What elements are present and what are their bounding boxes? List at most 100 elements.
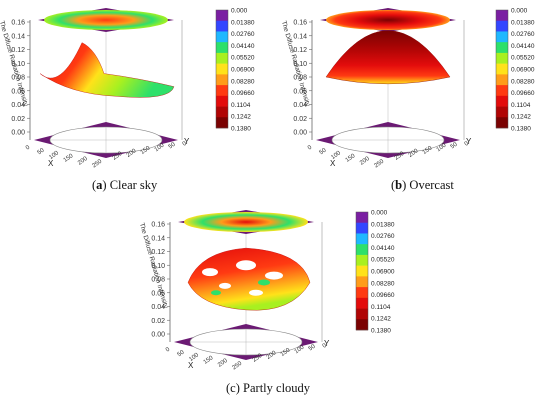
colorbar-tick-label: 0.01380 [511,19,535,26]
y-tick-label: 0 [464,140,471,147]
colorbar-swatch [496,117,508,129]
surface [187,247,311,311]
x-tick-label: 0 [307,144,314,151]
colorbar-tick-label: 0.02760 [511,31,535,38]
y-axis-label: Y [184,137,190,146]
x-axis-label: X [188,361,194,370]
z-tick-label: 0.06 [293,88,307,95]
colorbar-swatch [496,42,508,54]
y-tick-label: 200 [266,350,278,361]
z-tick-label: 0.04 [151,304,165,311]
colorbar-swatch [356,287,368,299]
colorbar-tick-label: 0.02760 [371,233,395,240]
colorbar-tick-label: 0.05520 [371,257,395,264]
colorbar-swatch [356,308,368,320]
colorbar-swatch [216,106,228,118]
colorbar-tick-label: 0.05520 [231,55,255,62]
x-tick-label: 250 [374,158,386,169]
z-tick-label: 0.00 [11,130,25,137]
colorbar-swatch [496,106,508,118]
chart-svg-b: 0.000.020.040.060.080.100.120.140.16The … [282,8,535,170]
colorbar-tick-label: 0.1242 [231,114,251,121]
caption-b-letter: b [395,178,403,192]
cloud-gap [265,271,283,280]
colorbar-swatch [216,42,228,54]
y-tick-label: 200 [126,148,138,159]
colorbar-swatch [496,74,508,86]
surface [325,30,451,85]
colorbar-tick-label: 0.01380 [231,19,255,26]
x-tick-label: 100 [188,352,200,363]
y-axis-label: Y [466,137,472,146]
caption-b: (b) Overcast [391,178,454,192]
caption-b-text: Overcast [409,178,454,192]
colorbar-tick-label: 0.04140 [371,245,395,252]
z-tick-label: 0.16 [11,20,25,27]
colorbar-swatch [216,63,228,75]
colorbar-swatch [356,222,368,234]
colorbar-tick-label: 0.1242 [371,316,391,323]
x-axis-label: X [48,159,54,168]
z-tick-label: 0.08 [11,75,25,82]
colorbar-tick-label: 0.02760 [231,31,255,38]
panel-partly-cloudy: 0.00 0.02 0.04 0.06 0.08 0.10 0.12 0.14 0.16 The … [140,202,410,380]
cloud-gap [202,268,218,277]
colorbar-tick-label: 0.08280 [371,280,395,287]
y-tick-label: 0 [182,140,189,147]
x-tick-label: 250 [232,360,244,371]
y-tick-label: 150 [422,145,434,156]
colorbar-tick-label: 0.000 [511,8,528,15]
colorbar-frame [495,9,509,129]
colorbar-tick-label: 0.06900 [231,67,255,74]
y-axis-label: Y [324,339,330,348]
colorbar-tick-label: 0.06900 [371,269,395,276]
colorbar-swatch [496,52,508,64]
x-tick-label: 50 [37,147,46,156]
colorbar-swatch [216,95,228,107]
colorbar-tick-label: 0.05520 [511,55,535,62]
surface-patch [211,290,221,296]
top-projection [44,10,168,30]
colorbar-tick-label: 0.1104 [371,304,391,311]
x-tick-label: 150 [203,355,215,366]
y-tick-label: 50 [168,141,177,150]
cloud-gap [236,260,256,271]
colorbar-swatch [216,10,228,22]
colorbar-swatch [356,212,368,224]
colorbar-swatch [356,233,368,245]
colorbar-tick-label: 0.1380 [371,328,391,335]
cloud-gap [219,282,231,289]
colorbar-swatch [356,276,368,288]
x-tick-label: 150 [63,153,75,164]
colorbar-tick-label: 0.000 [231,8,248,15]
z-tick-label: 0.16 [151,222,165,229]
x-tick-label: 200 [359,156,371,167]
y-tick-label: 150 [280,347,292,358]
y-tick-label: 150 [140,145,152,156]
z-tick-label: 0.16 [293,20,307,27]
z-tick-label: 0.12 [151,249,165,256]
z-tick-label: 0.04 [293,102,307,109]
y-tick-label: 200 [408,148,420,159]
caption-c-text: Partly cloudy [243,381,311,395]
x-tick-label: 0 [25,144,32,151]
z-tick-label: 0.14 [293,33,307,40]
z-tick-label: 0.08 [151,277,165,284]
caption-a-text: Clear sky [109,178,158,192]
x-tick-label: 100 [330,150,342,161]
z-tick-label: 0.00 [293,130,307,137]
colorbar-swatch [216,74,228,86]
colorbar-swatch [216,117,228,129]
chart-svg-c: 0.000.020.040.060.080.100.120.140.16The … [140,210,395,372]
z-tick-label: 0.14 [151,235,165,242]
x-axis-label: X [330,159,336,168]
colorbar-swatch [356,254,368,266]
z-tick-label: 0.04 [11,102,25,109]
y-tick-label: 250 [394,151,406,162]
colorbar-tick-label: 0.08280 [231,78,255,85]
z-tick-label: 0.10 [293,61,307,68]
colorbar-swatch [216,52,228,64]
colorbar-tick-label: 0.04140 [511,43,535,50]
y-tick-label: 0 [322,342,329,349]
colorbar-swatch [356,297,368,309]
